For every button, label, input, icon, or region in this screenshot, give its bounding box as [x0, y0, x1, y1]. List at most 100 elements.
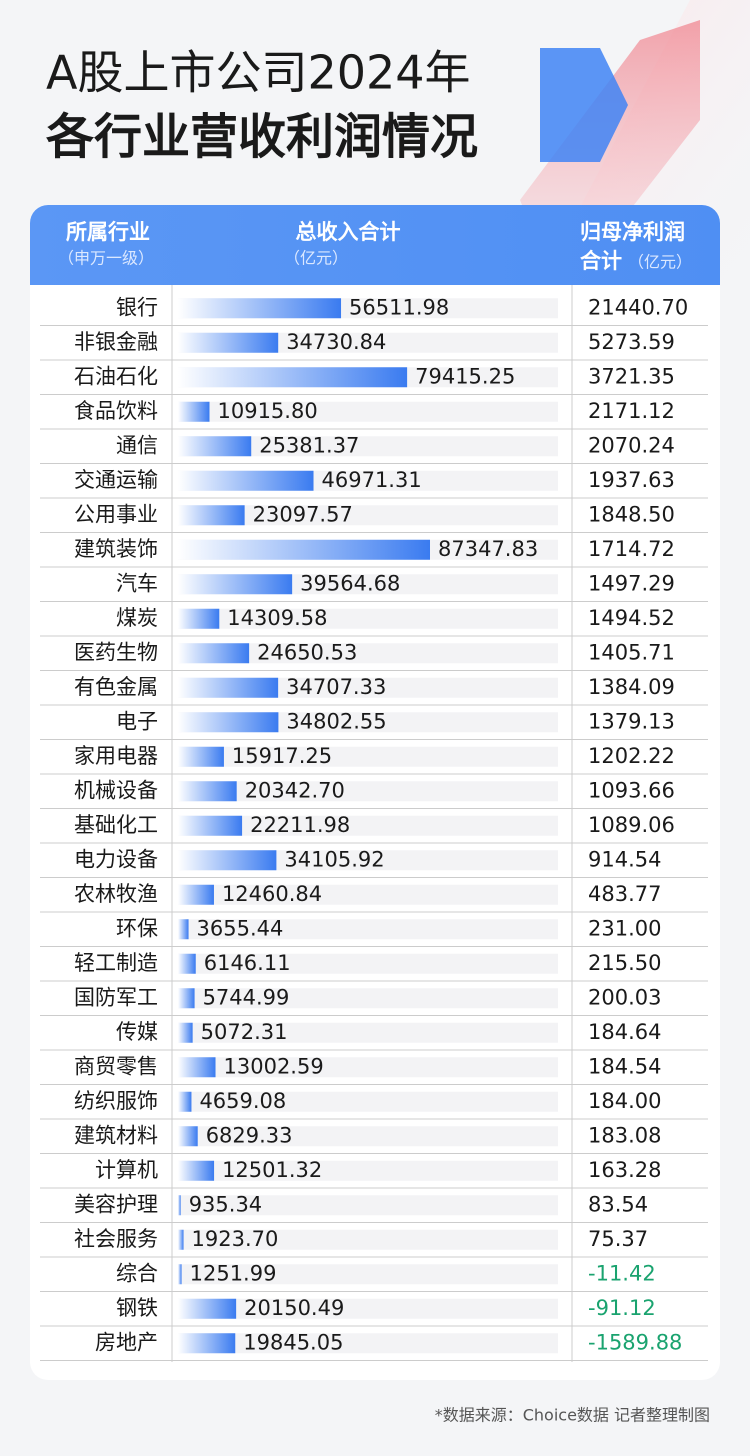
- value-label: 34802.55: [286, 709, 386, 733]
- category-label: 交通运输: [74, 468, 158, 492]
- bar-track: [178, 919, 558, 940]
- bar: [178, 712, 279, 733]
- title-line-2: 各行业营收利润情况: [46, 109, 478, 165]
- bar-track: [178, 1022, 558, 1043]
- bar: [178, 746, 224, 767]
- profit-value: 1937.63: [588, 468, 675, 492]
- bar-track: [178, 1091, 558, 1112]
- bar: [178, 850, 277, 871]
- bar-track: [178, 1264, 558, 1285]
- value-label: 19845.05: [243, 1330, 343, 1354]
- value-label: 5072.31: [201, 1020, 288, 1044]
- category-label: 计算机: [95, 1158, 158, 1182]
- profit-value: 1202.22: [588, 744, 675, 768]
- category-label: 建筑材料: [74, 1123, 158, 1147]
- profit-value: 914.54: [588, 847, 661, 871]
- bar: [178, 436, 252, 457]
- profit-value: 75.37: [588, 1227, 648, 1251]
- category-label: 通信: [116, 433, 158, 457]
- bar: [178, 608, 220, 629]
- value-label: 20150.49: [244, 1296, 344, 1320]
- bar: [178, 401, 210, 422]
- profit-value: 231.00: [588, 916, 661, 940]
- profit-value: 200.03: [588, 985, 661, 1009]
- category-label: 汽车: [116, 571, 158, 595]
- bar-track: [178, 1126, 558, 1147]
- category-label: 煤炭: [116, 606, 158, 630]
- profit-value: 1848.50: [588, 502, 675, 526]
- bar: [178, 884, 214, 905]
- decoration: [540, 48, 628, 162]
- category-label: 农林牧渔: [74, 882, 158, 906]
- value-label: 56511.98: [349, 295, 449, 319]
- profit-value: 1497.29: [588, 571, 675, 595]
- category-label: 房地产: [95, 1330, 158, 1354]
- value-label: 5744.99: [203, 985, 290, 1009]
- value-label: 34105.92: [284, 847, 384, 871]
- category-label: 电力设备: [74, 847, 158, 871]
- bar: [178, 919, 189, 940]
- bar: [178, 574, 293, 595]
- value-label: 25381.37: [259, 433, 359, 457]
- profit-value: 21440.70: [588, 295, 688, 319]
- bar: [178, 1229, 184, 1250]
- value-label: 6829.33: [206, 1123, 293, 1147]
- profit-value: -11.42: [588, 1261, 656, 1285]
- bar: [178, 815, 243, 836]
- category-label: 机械设备: [74, 778, 158, 802]
- bar: [178, 539, 430, 560]
- profit-value: 183.08: [588, 1123, 661, 1147]
- value-label: 39564.68: [300, 571, 400, 595]
- bar: [178, 1333, 236, 1354]
- value-label: 20342.70: [245, 778, 345, 802]
- profit-value: 1089.06: [588, 813, 675, 837]
- category-label: 家用电器: [74, 744, 158, 768]
- source-note: *数据来源：Choice数据 记者整理制图: [435, 1406, 710, 1425]
- bar: [178, 1195, 181, 1216]
- value-label: 6146.11: [204, 951, 291, 975]
- value-label: 4659.08: [199, 1089, 286, 1113]
- value-label: 22211.98: [250, 813, 350, 837]
- bar-track: [178, 988, 558, 1009]
- category-label: 环保: [116, 916, 158, 940]
- bar-track: [178, 1298, 558, 1319]
- column-unit: （亿元）: [284, 249, 348, 268]
- value-label: 79415.25: [415, 364, 515, 388]
- profit-value: 184.00: [588, 1089, 661, 1113]
- category-label: 钢铁: [116, 1296, 158, 1320]
- profit-value: 5273.59: [588, 330, 675, 354]
- bar: [178, 677, 279, 698]
- category-label: 纺织服饰: [74, 1089, 158, 1113]
- bar: [178, 1126, 198, 1147]
- profit-value: 184.54: [588, 1054, 661, 1078]
- category-label: 有色金属: [74, 675, 158, 699]
- bar: [178, 332, 279, 353]
- value-label: 1923.70: [192, 1227, 279, 1251]
- category-label: 银行: [116, 295, 158, 319]
- profit-value: 1093.66: [588, 778, 675, 802]
- profit-value: 184.64: [588, 1020, 661, 1044]
- profit-value: 1379.13: [588, 709, 675, 733]
- bar-track: [178, 746, 558, 767]
- value-label: 15917.25: [232, 744, 332, 768]
- bar-track: [178, 1229, 558, 1250]
- value-label: 935.34: [189, 1192, 262, 1216]
- column-unit: （亿元）: [628, 253, 692, 272]
- bar-track: [178, 815, 558, 836]
- bar: [178, 1298, 237, 1319]
- profit-value: 163.28: [588, 1158, 661, 1182]
- bar: [178, 1022, 193, 1043]
- bar-track: [178, 1160, 558, 1181]
- value-label: 23097.57: [253, 502, 353, 526]
- bar: [178, 1264, 182, 1285]
- value-label: 24650.53: [257, 640, 357, 664]
- bar: [178, 781, 237, 802]
- value-label: 13002.59: [224, 1054, 324, 1078]
- value-label: 14309.58: [227, 606, 327, 630]
- category-label: 国防军工: [74, 985, 158, 1009]
- value-label: 1251.99: [190, 1261, 277, 1285]
- bar: [178, 953, 196, 974]
- bar-track: [178, 1057, 558, 1078]
- category-label: 公用事业: [74, 502, 158, 526]
- bar-track: [178, 401, 558, 422]
